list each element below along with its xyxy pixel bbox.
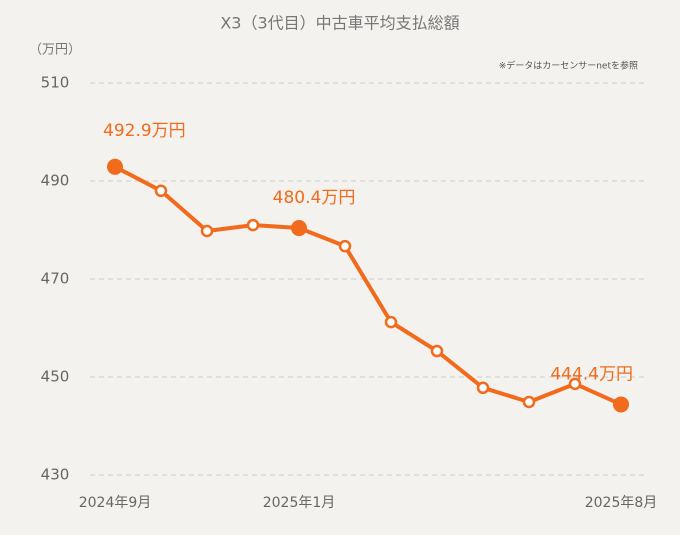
x-tick-label: 2025年1月 — [263, 495, 336, 511]
y-tick-label: 430 — [41, 466, 70, 484]
y-tick-label: 470 — [41, 270, 70, 288]
highlight-point — [291, 220, 307, 237]
chart-title: X3（3代目）中古車平均支払総額 — [220, 14, 459, 33]
point — [522, 395, 536, 409]
x-tick-label: 2025年8月 — [585, 495, 658, 511]
y-axis-unit: （万円） — [29, 43, 81, 58]
highlight-point — [613, 396, 629, 413]
point — [154, 184, 168, 198]
data-label: 492.9万円 — [103, 121, 186, 141]
note: ※データはカーセンサーnetを参照 — [499, 60, 638, 72]
data-label: 480.4万円 — [273, 188, 356, 208]
y-tick-label: 490 — [41, 172, 70, 190]
point — [476, 381, 490, 395]
point — [568, 377, 582, 391]
point — [200, 224, 214, 238]
y-tick-label: 450 — [41, 368, 70, 386]
highlight-point — [107, 158, 123, 175]
x-tick-label: 2024年9月 — [79, 495, 152, 511]
data-label: 444.4万円 — [550, 364, 633, 384]
point — [384, 315, 398, 329]
point — [338, 239, 352, 253]
point — [430, 344, 444, 358]
line — [114, 165, 622, 407]
point — [246, 218, 260, 232]
y-tick-label: 510 — [41, 74, 70, 92]
